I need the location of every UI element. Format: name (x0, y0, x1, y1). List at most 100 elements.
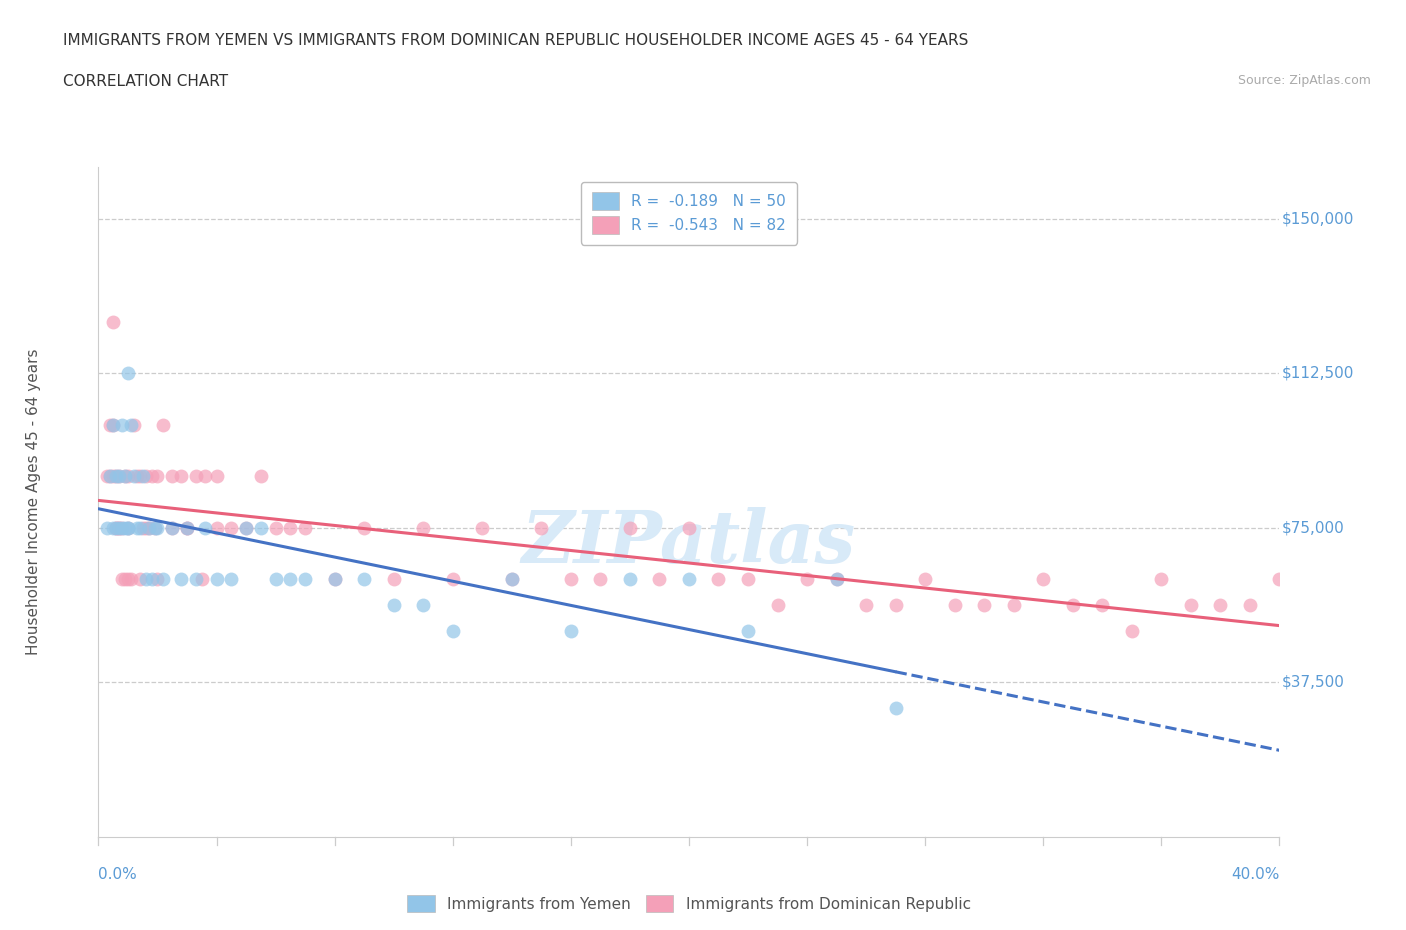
Point (162, 469, 183, 484)
Point (111, 572, 134, 587)
Point (184, 572, 207, 587)
Point (98, 469, 121, 484)
Point (471, 521, 494, 536)
Point (1180, 598, 1202, 613)
Point (135, 469, 157, 484)
Point (678, 521, 700, 536)
Text: $112,500: $112,500 (1282, 365, 1354, 381)
Point (176, 521, 198, 536)
Point (1032, 572, 1054, 587)
Point (117, 521, 139, 536)
Point (138, 521, 160, 536)
Point (619, 572, 641, 587)
Point (103, 521, 125, 536)
Point (501, 572, 523, 587)
Point (176, 521, 198, 536)
Point (135, 521, 157, 536)
Point (152, 418, 174, 432)
Point (108, 521, 131, 536)
Point (1209, 598, 1232, 613)
Point (278, 521, 302, 536)
Point (205, 572, 228, 587)
Text: $75,000: $75,000 (1282, 521, 1344, 536)
Point (111, 418, 134, 432)
Point (766, 598, 789, 613)
Point (250, 521, 273, 536)
Text: CORRELATION CHART: CORRELATION CHART (63, 74, 228, 89)
Point (96, 521, 118, 536)
Point (219, 521, 242, 536)
Point (170, 572, 193, 587)
Point (128, 521, 150, 536)
Point (648, 572, 671, 587)
Point (120, 572, 142, 587)
Point (530, 521, 553, 536)
Point (105, 521, 128, 536)
Text: $37,500: $37,500 (1282, 675, 1344, 690)
Point (191, 572, 214, 587)
Point (884, 598, 907, 613)
Point (560, 623, 582, 638)
Point (146, 469, 169, 484)
Point (323, 572, 346, 587)
Point (382, 572, 405, 587)
Point (114, 572, 136, 587)
Text: 40.0%: 40.0% (1232, 867, 1279, 883)
Point (117, 521, 139, 536)
Point (152, 572, 174, 587)
Point (884, 701, 907, 716)
Point (914, 572, 936, 587)
Point (122, 418, 145, 432)
Point (353, 521, 375, 536)
Point (737, 572, 759, 587)
Point (737, 623, 759, 638)
Point (125, 469, 148, 484)
Point (412, 598, 434, 613)
Point (294, 521, 316, 536)
Text: IMMIGRANTS FROM YEMEN VS IMMIGRANTS FROM DOMINICAN REPUBLIC HOUSEHOLDER INCOME A: IMMIGRANTS FROM YEMEN VS IMMIGRANTS FROM… (63, 33, 969, 47)
Point (128, 469, 150, 484)
Point (98, 418, 121, 432)
Point (141, 572, 163, 587)
Point (96, 469, 118, 484)
Point (264, 572, 287, 587)
Point (825, 572, 848, 587)
Point (114, 469, 136, 484)
Point (128, 572, 150, 587)
Text: Householder Income Ages 45 - 64 years: Householder Income Ages 45 - 64 years (25, 349, 41, 656)
Point (105, 469, 128, 484)
Point (108, 469, 131, 484)
Point (105, 521, 128, 536)
Point (1062, 598, 1084, 613)
Point (235, 521, 257, 536)
Point (943, 598, 966, 613)
Point (382, 598, 405, 613)
Point (1150, 572, 1173, 587)
Point (114, 469, 136, 484)
Point (103, 418, 125, 432)
Point (108, 521, 131, 536)
Point (589, 572, 612, 587)
Point (98, 469, 121, 484)
Point (205, 469, 228, 484)
Text: Source: ZipAtlas.com: Source: ZipAtlas.com (1237, 74, 1371, 87)
Point (120, 418, 142, 432)
Point (1268, 572, 1291, 587)
Point (103, 469, 125, 484)
Point (973, 598, 995, 613)
Point (132, 521, 155, 536)
Point (194, 521, 217, 536)
Point (194, 469, 217, 484)
Point (135, 572, 157, 587)
Point (117, 572, 139, 587)
Point (264, 521, 287, 536)
Point (176, 521, 198, 536)
Point (250, 469, 273, 484)
Point (205, 521, 228, 536)
Point (117, 521, 139, 536)
Point (105, 521, 128, 536)
Point (278, 572, 302, 587)
Point (105, 469, 128, 484)
Point (114, 521, 136, 536)
Point (103, 418, 125, 432)
